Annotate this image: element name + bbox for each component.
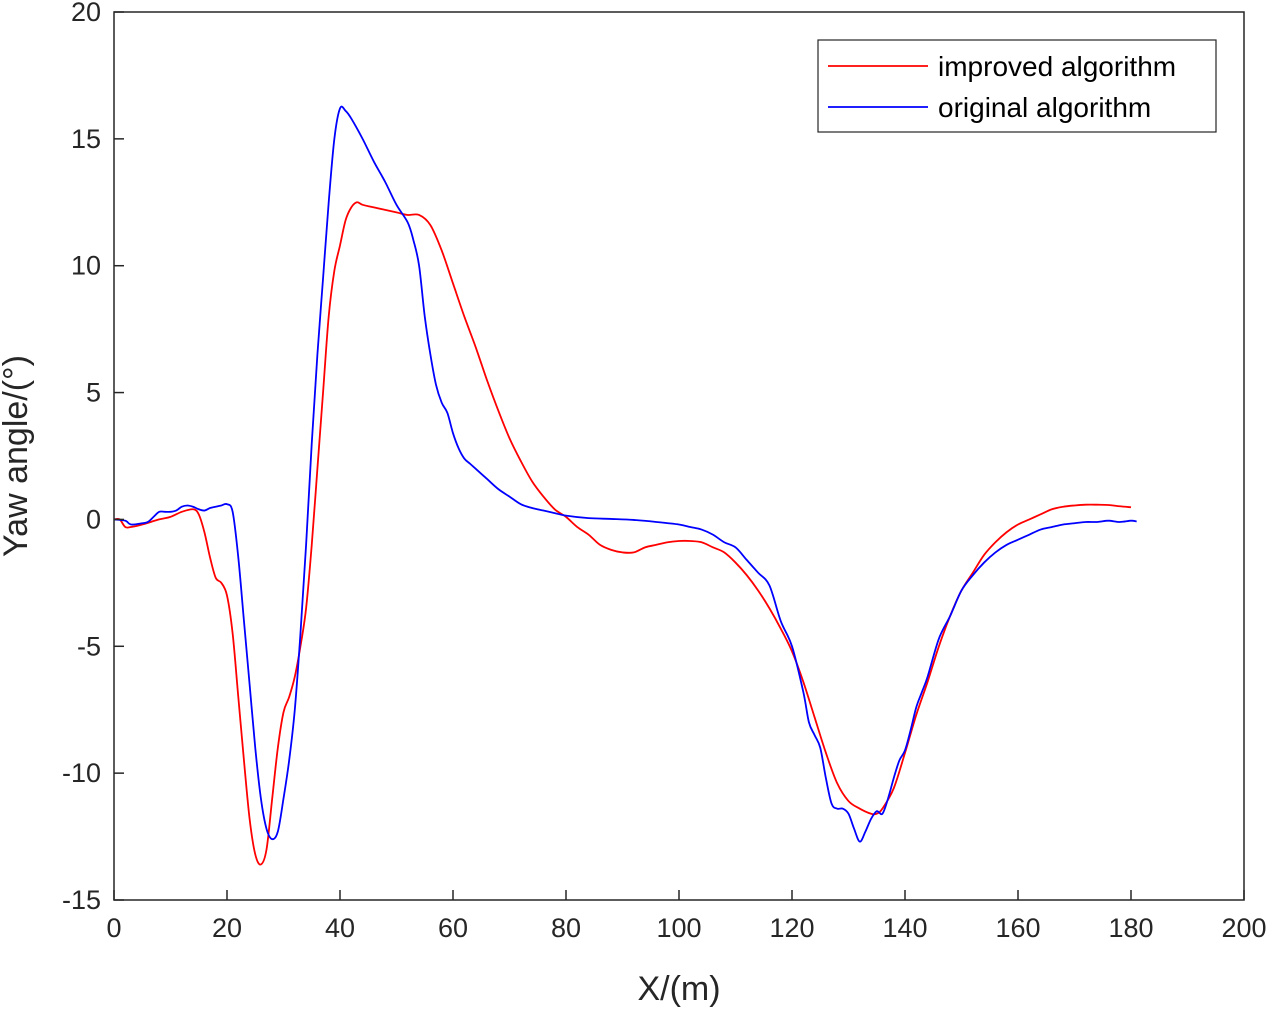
x-tick-label: 60 bbox=[438, 913, 468, 943]
y-tick-label: 10 bbox=[71, 251, 101, 281]
x-tick-label: 180 bbox=[1108, 913, 1153, 943]
x-tick-label: 140 bbox=[882, 913, 927, 943]
legend-box bbox=[817, 39, 1217, 133]
series-layer bbox=[113, 105, 1137, 866]
y-tick-label: 15 bbox=[71, 124, 101, 154]
y-tick-label: 0 bbox=[86, 504, 101, 534]
y-axis-label: Yaw angle/(°) bbox=[0, 355, 35, 557]
legend: improved algorithm original algorithm bbox=[817, 39, 1217, 133]
legend-label-improved: improved algorithm bbox=[938, 51, 1176, 82]
y-tick-label: -10 bbox=[62, 758, 101, 788]
x-tick-label: 200 bbox=[1221, 913, 1266, 943]
y-tick-label: -5 bbox=[77, 631, 101, 661]
ticks-layer: 0 20 40 60 80 100 120 140 160 180 200 -15 -10 -5 0 5 10 1… bbox=[62, 0, 1267, 943]
x-axis-label: X/(m) bbox=[637, 970, 720, 1008]
x-tick-label: 160 bbox=[995, 913, 1040, 943]
x-tick-label: 20 bbox=[212, 913, 242, 943]
y-tick-label: 20 bbox=[71, 0, 101, 27]
series-line-improved bbox=[113, 201, 1132, 866]
x-tick-label: 0 bbox=[106, 913, 121, 943]
y-tick-label: -15 bbox=[62, 885, 101, 915]
legend-label-original: original algorithm bbox=[938, 92, 1151, 123]
series-line-original bbox=[113, 105, 1137, 843]
y-tick-label: 5 bbox=[86, 378, 101, 408]
x-tick-label: 40 bbox=[325, 913, 355, 943]
plot-area bbox=[114, 12, 1244, 900]
x-tick-label: 120 bbox=[769, 913, 814, 943]
x-tick-label: 80 bbox=[551, 913, 581, 943]
x-tick-label: 100 bbox=[656, 913, 701, 943]
